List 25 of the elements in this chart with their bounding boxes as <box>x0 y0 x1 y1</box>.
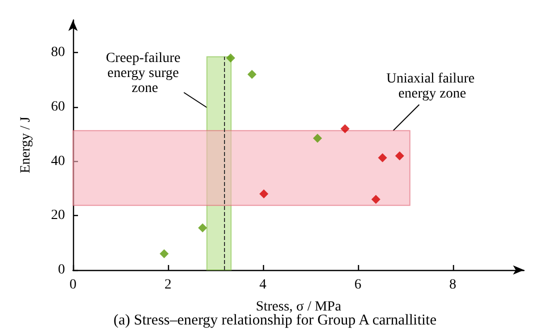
x-tick-label: 6 <box>354 278 362 292</box>
point <box>312 134 322 143</box>
point <box>247 70 256 79</box>
point <box>340 124 350 134</box>
y-axis-title: Energy / J <box>18 116 34 174</box>
x-tick-label: 0 <box>70 278 76 292</box>
y-tick-label: 40 <box>51 154 65 169</box>
point <box>259 189 268 198</box>
point <box>371 194 380 204</box>
text: (a) Stress–energy relationship for Group A carnallitite <box>114 312 437 328</box>
x-tick-label: 8 <box>449 278 456 292</box>
point <box>395 151 404 160</box>
point <box>378 153 388 162</box>
y-tick-label: 80 <box>51 45 65 60</box>
point <box>198 223 208 232</box>
point <box>226 54 236 63</box>
band-label: Creep-failure energy surge zone <box>106 51 184 96</box>
band-label: Uniaxial failure energy zone <box>386 72 478 102</box>
x-tick-label: 2 <box>164 278 172 292</box>
point <box>160 249 169 258</box>
y-tick-label: 0 <box>58 262 65 278</box>
y-tick-label: 60 <box>51 99 65 114</box>
x-tick-label: 4 <box>259 278 266 292</box>
x-axis-title: Stress, σ / MPa <box>256 300 342 314</box>
y-tick-label: 20 <box>51 208 65 224</box>
